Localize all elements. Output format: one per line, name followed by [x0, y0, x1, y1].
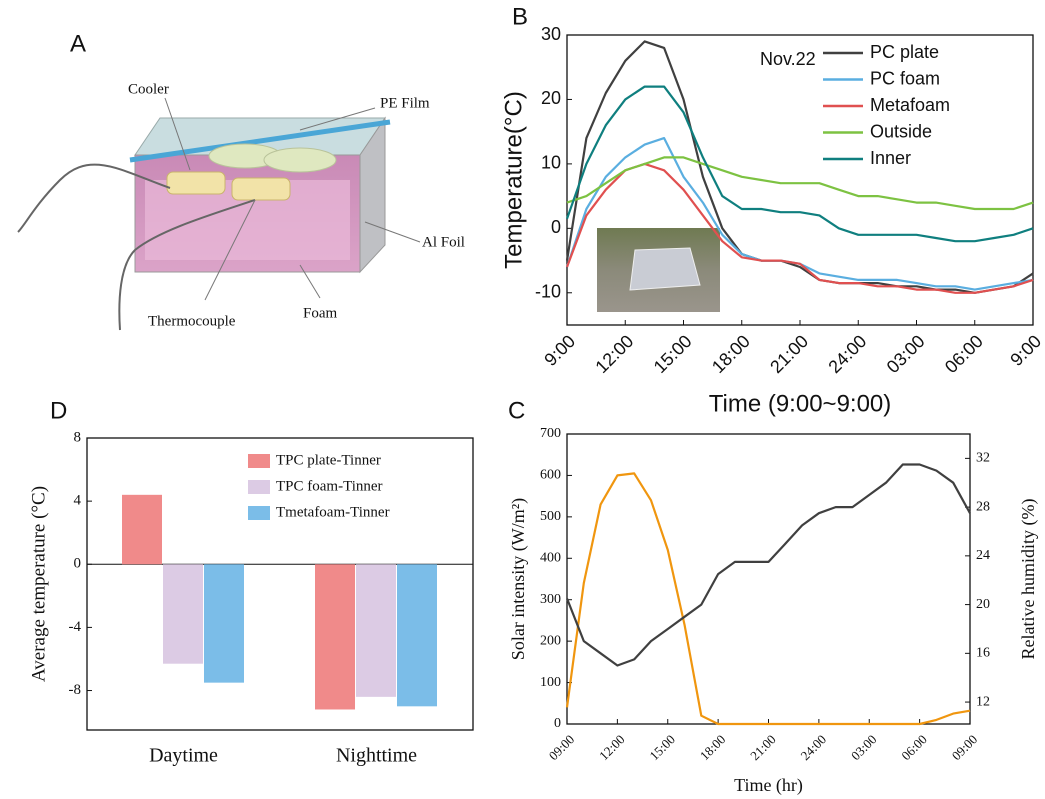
y-tick-label: 500	[540, 509, 561, 524]
x-tick-label: Daytime	[149, 745, 218, 767]
legend-label: Inner	[870, 148, 911, 168]
x-tick-label: 09:00	[546, 732, 578, 764]
photo-box	[629, 247, 701, 291]
y-tick-label: 4	[74, 493, 82, 509]
panel-a: A Cooler PE Film Al Foil Thermocouple Fo…	[17, 30, 465, 331]
bar	[122, 494, 162, 565]
y-axis-label: Temperature(°C)	[500, 91, 527, 269]
y-axis-label: Average temperature (°C)	[28, 486, 49, 682]
y-tick-label: -8	[69, 682, 82, 698]
y2-tick-label: 12	[976, 694, 990, 709]
legend-label: Tmetafoam-Tinner	[276, 504, 390, 520]
y2-tick-label: 16	[976, 646, 990, 661]
arrows	[164, 97, 421, 301]
wire	[118, 199, 256, 331]
x-tick-label: 09:00	[949, 732, 981, 764]
label: Cooler	[128, 81, 169, 97]
legend-label: Outside	[870, 121, 932, 141]
legend-label: TPC plate-Tinner	[276, 452, 381, 468]
x-tick-label: 21:00	[766, 331, 812, 377]
series-line	[565, 472, 971, 726]
panel-label: A	[70, 30, 86, 57]
bar	[397, 564, 437, 707]
x-tick-label: 12:00	[591, 331, 637, 377]
y2-tick-label: 32	[976, 451, 990, 466]
panel-label: B	[512, 3, 528, 30]
legend-label: Metafoam	[870, 95, 950, 115]
x-axis-label: Time (9:00~9:00)	[709, 390, 892, 417]
wire	[17, 163, 171, 233]
legend-label: PC plate	[870, 42, 939, 62]
plot-frame	[566, 433, 971, 725]
y-tick-label: 30	[541, 24, 561, 44]
legend-label: PC foam	[870, 68, 940, 88]
label: PE Film	[380, 95, 430, 111]
x-tick-label: 21:00	[747, 732, 779, 764]
plot-frame	[86, 437, 474, 731]
x-tick-label: 06:00	[941, 331, 987, 377]
chart: 0 100 200 300 400 500 600 700 12 16 20 24 28 32 09:00 1…	[508, 397, 1039, 796]
y-tick-label: 600	[540, 468, 561, 483]
y2-tick-label: 28	[976, 499, 990, 514]
y2-tick-label: 20	[976, 597, 990, 612]
legend-swatch	[248, 506, 270, 520]
y-tick-label: 10	[541, 153, 561, 173]
series-line	[565, 85, 1034, 243]
inset-photo	[597, 228, 720, 312]
annotation: Nov.22	[760, 49, 816, 69]
y-tick-label: 0	[551, 217, 561, 237]
x-tick-label: 03:00	[848, 732, 880, 764]
x-axis-label: Time (hr)	[734, 775, 803, 796]
x-tick-label: 24:00	[798, 732, 830, 764]
x-tick-label: 06:00	[898, 732, 930, 764]
legend-swatch	[248, 454, 270, 468]
label: Al Foil	[422, 234, 465, 250]
y-tick-label: 300	[540, 592, 561, 607]
legend-swatch	[248, 480, 270, 494]
y-tick-label: -4	[69, 619, 82, 635]
x-tick-label: 12:00	[596, 732, 628, 764]
bar	[163, 564, 203, 664]
y-tick-label: 700	[540, 426, 561, 441]
x-tick-label: 9:00	[1006, 331, 1045, 370]
panel-label: D	[50, 397, 67, 424]
label: Foam	[303, 305, 338, 321]
chart: -10 0 10 20 30 9:00 12:00 15:00 18:00 21:00 24:00 0…	[500, 3, 1045, 417]
chart: -8 -4 0 4 8 Daytime Nighttime TPC plate-Tinner T…	[28, 397, 474, 767]
y-tick-label: 20	[541, 88, 561, 108]
label: Thermocouple	[148, 313, 236, 329]
cooler	[231, 177, 291, 201]
y2-axis-label: Relative humidity (%)	[1018, 499, 1039, 660]
series-line	[566, 156, 1034, 211]
series-line	[565, 463, 971, 667]
x-tick-label: 24:00	[824, 331, 870, 377]
series-line	[565, 40, 1034, 294]
x-tick-label: 03:00	[883, 331, 929, 377]
bar	[356, 564, 396, 697]
y-tick-label: 0	[554, 716, 561, 731]
y-tick-label: 8	[74, 429, 82, 445]
bar	[204, 564, 244, 683]
y2-tick-label: 24	[976, 548, 990, 563]
x-tick-label: Nighttime	[336, 745, 417, 767]
panel-label: C	[508, 397, 525, 424]
x-tick-label: 9:00	[540, 331, 579, 370]
y-axis-label: Solar intensity (W/m²)	[508, 498, 529, 660]
y-tick-label: 400	[540, 551, 561, 566]
y-tick-label: 100	[540, 675, 561, 690]
y-tick-label: 0	[74, 556, 82, 572]
legend-label: TPC foam-Tinner	[276, 478, 383, 494]
bar	[315, 564, 355, 710]
pe-film	[129, 119, 391, 163]
sample	[263, 147, 337, 173]
x-tick-label: 15:00	[650, 331, 696, 377]
y-tick-label: 200	[540, 633, 561, 648]
x-tick-label: 18:00	[697, 732, 729, 764]
cooler	[166, 171, 226, 195]
x-tick-label: 18:00	[708, 331, 754, 377]
y-tick-label: -10	[535, 282, 561, 302]
x-tick-label: 15:00	[646, 732, 678, 764]
